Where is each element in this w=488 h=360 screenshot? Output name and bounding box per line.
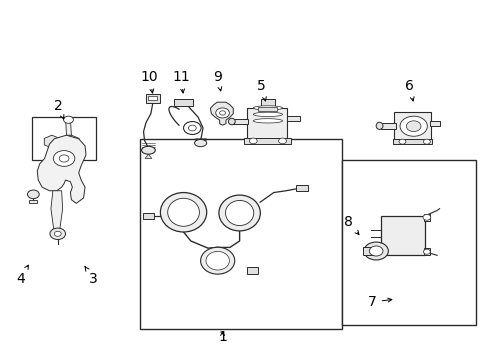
Bar: [295, 185, 307, 192]
Text: 6: 6: [404, 79, 413, 101]
Bar: [341, 160, 475, 325]
Circle shape: [27, 190, 39, 199]
Text: 8: 8: [343, 216, 358, 234]
Bar: [392, 139, 431, 144]
Bar: [393, 112, 430, 140]
Polygon shape: [51, 191, 62, 235]
Bar: [32, 117, 96, 160]
Circle shape: [63, 116, 73, 123]
Ellipse shape: [219, 195, 260, 231]
Bar: [380, 216, 424, 255]
Bar: [47, 147, 56, 157]
Bar: [362, 247, 375, 255]
Bar: [140, 139, 341, 329]
Bar: [29, 200, 37, 203]
Circle shape: [423, 139, 429, 144]
Bar: [143, 213, 154, 219]
Circle shape: [219, 111, 225, 115]
Circle shape: [399, 116, 427, 136]
Text: 9: 9: [213, 70, 222, 91]
Bar: [173, 99, 193, 107]
Ellipse shape: [225, 201, 253, 226]
Bar: [429, 121, 439, 126]
Circle shape: [215, 108, 229, 118]
Polygon shape: [145, 154, 152, 158]
Circle shape: [50, 228, 65, 239]
Ellipse shape: [167, 198, 199, 226]
Ellipse shape: [205, 251, 229, 270]
Circle shape: [249, 138, 257, 144]
Ellipse shape: [375, 122, 382, 130]
Circle shape: [368, 246, 382, 256]
Ellipse shape: [253, 112, 282, 117]
Circle shape: [363, 242, 387, 260]
Text: 2: 2: [54, 99, 64, 119]
Bar: [380, 123, 395, 129]
Bar: [423, 248, 429, 255]
Text: 1: 1: [218, 330, 226, 344]
Bar: [243, 138, 291, 144]
Polygon shape: [210, 102, 233, 125]
Circle shape: [183, 122, 201, 134]
Text: 4: 4: [16, 265, 28, 286]
Text: 10: 10: [141, 70, 158, 93]
Bar: [287, 116, 299, 121]
Bar: [260, 99, 275, 108]
Circle shape: [278, 138, 286, 144]
Text: 5: 5: [257, 79, 266, 101]
Ellipse shape: [228, 118, 235, 125]
Polygon shape: [37, 135, 86, 203]
Polygon shape: [65, 118, 71, 135]
Circle shape: [423, 249, 429, 254]
Circle shape: [54, 231, 61, 236]
Ellipse shape: [253, 119, 282, 123]
Bar: [67, 147, 76, 157]
Bar: [423, 214, 429, 221]
Polygon shape: [69, 157, 74, 160]
Circle shape: [406, 121, 420, 132]
Text: 7: 7: [367, 295, 391, 309]
Bar: [145, 94, 160, 103]
Bar: [247, 108, 287, 139]
Text: 11: 11: [172, 70, 190, 93]
Text: 3: 3: [85, 267, 98, 286]
Polygon shape: [63, 135, 79, 148]
Ellipse shape: [142, 146, 155, 154]
Polygon shape: [49, 157, 54, 160]
Circle shape: [398, 139, 405, 144]
Ellipse shape: [200, 247, 234, 274]
Bar: [232, 119, 248, 125]
Ellipse shape: [194, 139, 206, 147]
Ellipse shape: [253, 106, 282, 110]
Circle shape: [188, 125, 196, 131]
Circle shape: [422, 215, 430, 220]
Bar: [148, 96, 157, 100]
Ellipse shape: [160, 193, 206, 232]
Polygon shape: [44, 135, 60, 148]
Bar: [258, 107, 276, 111]
Bar: [246, 267, 257, 274]
Circle shape: [59, 155, 69, 162]
Circle shape: [53, 150, 75, 166]
